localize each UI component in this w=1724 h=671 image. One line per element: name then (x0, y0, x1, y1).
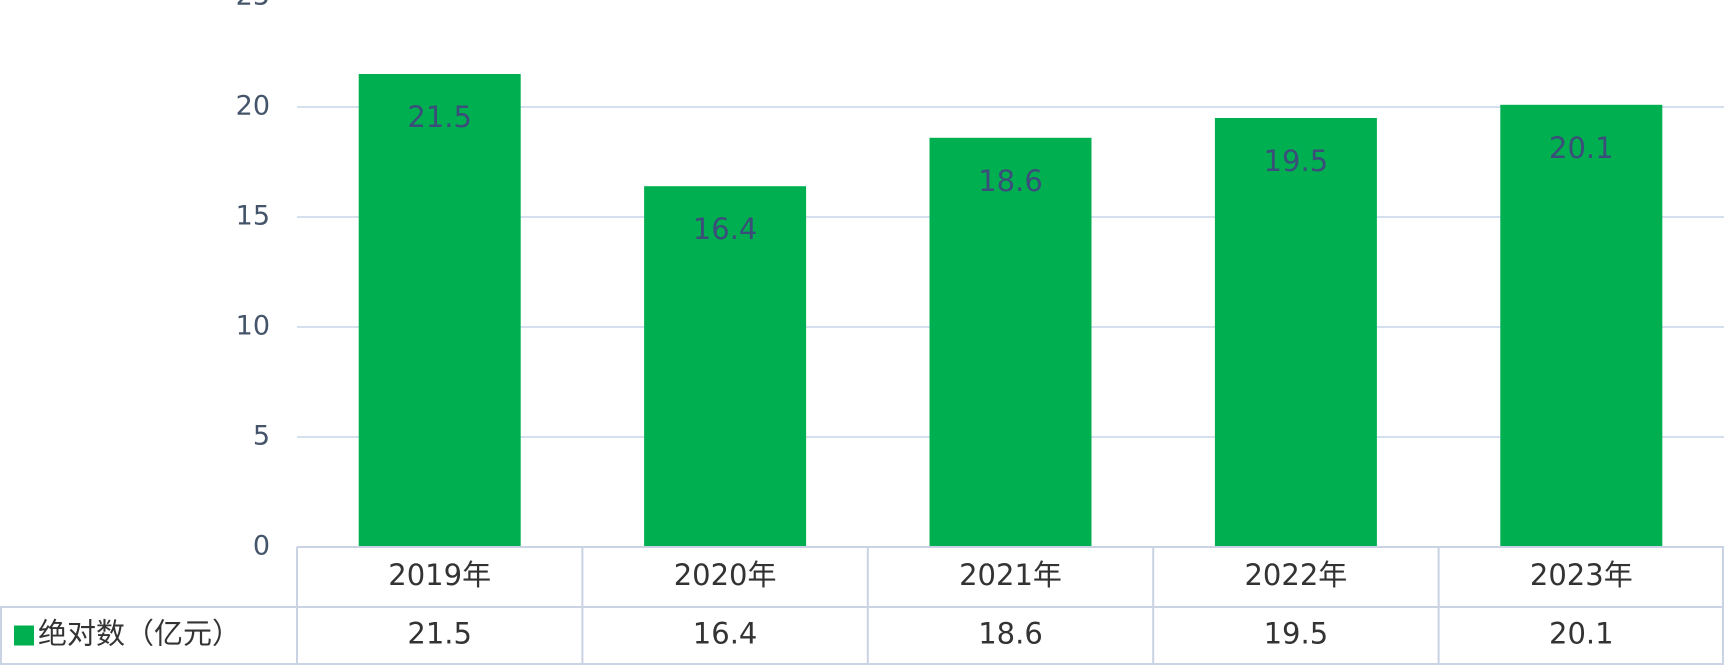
bar (1500, 104, 1663, 548)
bar (358, 74, 521, 547)
table-value: 20.1 (1549, 617, 1614, 651)
table-value: 16.4 (693, 617, 758, 651)
x-tick-label: 2021年 (959, 558, 1062, 592)
data-label: 19.5 (1264, 144, 1329, 178)
data-label: 21.5 (407, 100, 472, 134)
data-label: 18.6 (978, 164, 1043, 198)
bar (644, 186, 807, 547)
y-tick-label: 15 (236, 201, 270, 232)
y-tick-label: 5 (253, 421, 270, 452)
table-value: 18.6 (978, 617, 1043, 651)
table-value: 19.5 (1264, 617, 1329, 651)
x-tick-label: 2020年 (674, 558, 777, 592)
data-label: 20.1 (1549, 131, 1614, 165)
bar (1214, 118, 1377, 547)
bar (929, 137, 1092, 548)
table-value: 21.5 (407, 617, 472, 651)
x-tick-label: 2019年 (388, 558, 491, 592)
x-tick-label: 2022年 (1244, 558, 1347, 592)
y-tick-label: 20 (236, 91, 270, 122)
data-label: 16.4 (693, 212, 758, 246)
y-tick-label: 25 (236, 0, 270, 12)
legend-swatch (14, 625, 34, 646)
x-tick-label: 2023年 (1530, 558, 1633, 592)
legend-label: 绝对数（亿元） (38, 617, 241, 651)
y-tick-label: 0 (253, 531, 270, 562)
y-tick-label: 10 (236, 311, 270, 342)
